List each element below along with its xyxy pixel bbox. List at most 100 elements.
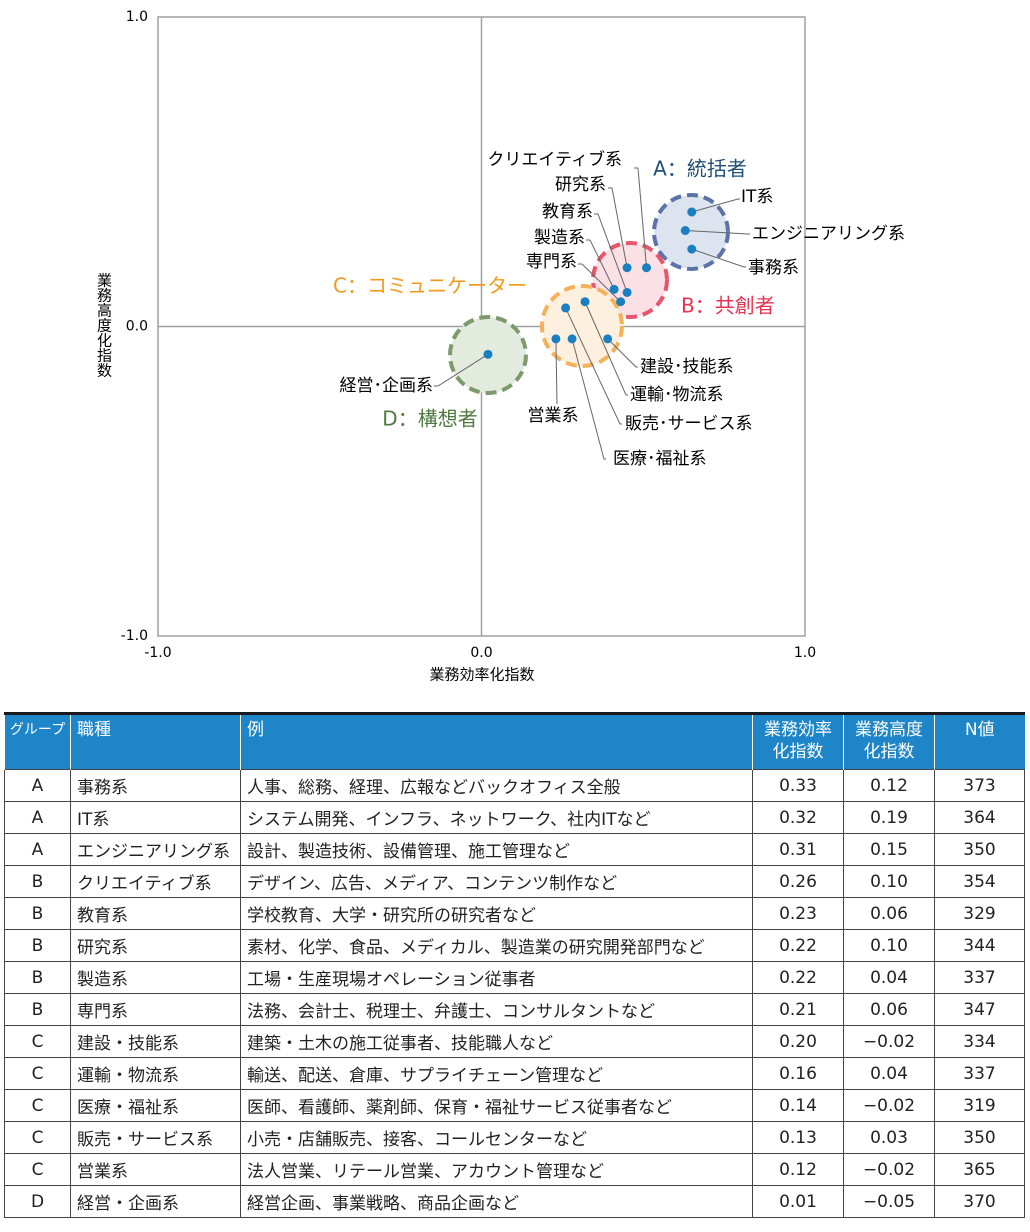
point-label: 専門系	[526, 252, 577, 272]
table-cell: IT系	[70, 801, 241, 834]
table-cell: 319	[934, 1089, 1025, 1122]
point-label: 医療･福祉系	[613, 449, 707, 469]
group-label: C：コミュニケーター	[333, 274, 527, 298]
x-axis-label: 業務効率化指数	[429, 666, 534, 684]
table-cell: 経営企画、事業戦略、商品企画など	[240, 1185, 753, 1218]
table-cell: 344	[934, 929, 1025, 962]
leader-line	[565, 307, 622, 425]
leader-line	[685, 230, 750, 235]
point-label: クリエイティブ系	[487, 149, 622, 170]
data-point	[641, 263, 651, 273]
data-point	[551, 334, 561, 344]
point-label: エンジニアリング系	[752, 224, 905, 244]
table-cell: −0.05	[843, 1185, 935, 1218]
table-cell: 0.26	[752, 865, 844, 898]
table-cell: 0.06	[843, 897, 935, 930]
data-point	[483, 349, 493, 359]
table-cell: 0.12	[843, 769, 935, 802]
leader-line	[584, 301, 628, 396]
table-cell: 0.16	[752, 1057, 844, 1090]
table-cell: 教育系	[70, 897, 241, 930]
y-axis-label: 業務高度化指数	[95, 273, 113, 378]
y-tick-label: -1.0	[121, 628, 148, 644]
leader-line	[586, 239, 615, 290]
table-cell: 販売・サービス系	[70, 1121, 241, 1154]
table-cell: 素材、化学、食品、メディカル、製造業の研究開発部門など	[240, 929, 753, 962]
table-cell: 0.31	[752, 833, 844, 866]
group-label: A：統括者	[653, 157, 747, 181]
table-cell: 350	[934, 833, 1025, 866]
table-row: D 経営・企画系 経営企画、事業戦略、商品企画など 0.01 −0.05 370	[4, 1185, 1025, 1218]
table-cell: 0.12	[752, 1153, 844, 1186]
table-cell: 法務、会計士、税理士、弁護士、コンサルタントなど	[240, 993, 753, 1026]
table-cell: B	[4, 897, 71, 930]
header-cell: N値	[934, 713, 1025, 770]
table-cell: 0.19	[843, 801, 935, 834]
table-cell: B	[4, 961, 71, 994]
table-cell: C	[4, 1089, 71, 1122]
table-cell: 350	[934, 1121, 1025, 1154]
data-point	[680, 226, 690, 236]
table-cell: 製造系	[70, 961, 241, 994]
table-row: A IT系 システム開発、インフラ、ネットワーク、社内ITなど 0.32 0.19 364	[4, 801, 1025, 834]
y-tick-label: 0.0	[126, 319, 148, 335]
data-point	[609, 284, 619, 294]
table-cell: −0.02	[843, 1089, 935, 1122]
table-cell: 0.04	[843, 961, 935, 994]
table-row: B 教育系 学校教育、大学・研究所の研究者など 0.23 0.06 329	[4, 897, 1025, 930]
header-row: グループ 職種例業務効率 化指数 業務高度 化指数 N値	[4, 713, 1025, 770]
point-label: 教育系	[542, 202, 593, 222]
table-cell: C	[4, 1025, 71, 1058]
leader-line	[555, 338, 558, 405]
table-cell: 人事、総務、経理、広報などバックオフィス全般	[240, 769, 753, 802]
chart: 業務効率化指数 業務高度化指数 -1.0 0.0 1.0 -1.0 0.0 1.0 事務系 I…	[95, 9, 905, 684]
data-table: グループ 職種例業務効率 化指数 業務高度 化指数 N値 A 事務系 人事、総務、経理、広報な…	[4, 712, 1025, 1218]
table-cell: B	[4, 865, 71, 898]
table-row: C 医療・福祉系 医師、看護師、薬剤師、保育・福祉サービス従事者など 0.14 −0.0…	[4, 1089, 1025, 1122]
group-label: D：構想者	[382, 407, 477, 431]
table-cell: 法人営業、リテール営業、アカウント管理など	[240, 1153, 753, 1186]
table-cell: 0.23	[752, 897, 844, 930]
table-cell: C	[4, 1121, 71, 1154]
y-tick-label: 1.0	[126, 9, 148, 25]
group-label: B：共創者	[681, 294, 775, 318]
data-point	[687, 244, 697, 254]
point-label: IT系	[741, 187, 773, 207]
table-cell: B	[4, 929, 71, 962]
table-cell: 小売・店舗販売、接客、コールセンターなど	[240, 1121, 753, 1154]
table-cell: エンジニアリング系	[70, 833, 241, 866]
group-circle	[540, 284, 624, 368]
table-cell: 0.14	[752, 1089, 844, 1122]
table-cell: 354	[934, 865, 1025, 898]
header-text: 業務高度	[855, 720, 923, 740]
header-text: N値	[964, 720, 995, 740]
table-row: C 運輸・物流系 輸送、配送、倉庫、サプライチェーン管理など 0.16 0.04 337	[4, 1057, 1025, 1090]
table-row: B 専門系 法務、会計士、税理士、弁護士、コンサルタントなど 0.21 0.06 347	[4, 993, 1025, 1026]
point-label: 運輸･物流系	[630, 385, 724, 405]
header-text: 化指数	[863, 742, 915, 762]
x-tick-label: 1.0	[794, 645, 816, 661]
leader-line	[578, 263, 621, 303]
table-cell: 設計、製造技術、設備管理、施工管理など	[240, 833, 753, 866]
data-point	[622, 287, 632, 297]
header-cell: 業務効率 化指数	[752, 713, 844, 770]
table-cell: 0.10	[843, 865, 935, 898]
table-cell: 0.32	[752, 801, 844, 834]
table-row: B クリエイティブ系 デザイン、広告、メディア、コンテンツ制作など 0.26 0.10 3…	[4, 865, 1025, 898]
header-text: 業務効率	[764, 720, 832, 740]
table-cell: 輸送、配送、倉庫、サプライチェーン管理など	[240, 1057, 753, 1090]
header-cell: 例	[240, 713, 753, 770]
table-cell: クリエイティブ系	[70, 865, 241, 898]
table-cell: 事務系	[70, 769, 241, 802]
table-cell: 0.15	[843, 833, 935, 866]
table-cell: 建築・土木の施工従事者、技能職人など	[240, 1025, 753, 1058]
table-cell: 研究系	[70, 929, 241, 962]
table-cell: 工場・生産現場オペレーション従事者	[240, 961, 753, 994]
table-cell: C	[4, 1057, 71, 1090]
table-cell: 0.20	[752, 1025, 844, 1058]
data-point	[567, 334, 577, 344]
data-point	[687, 207, 697, 217]
table-cell: 医師、看護師、薬剤師、保育・福祉サービス従事者など	[240, 1089, 753, 1122]
table-cell: D	[4, 1185, 71, 1218]
table-cell: 0.33	[752, 769, 844, 802]
